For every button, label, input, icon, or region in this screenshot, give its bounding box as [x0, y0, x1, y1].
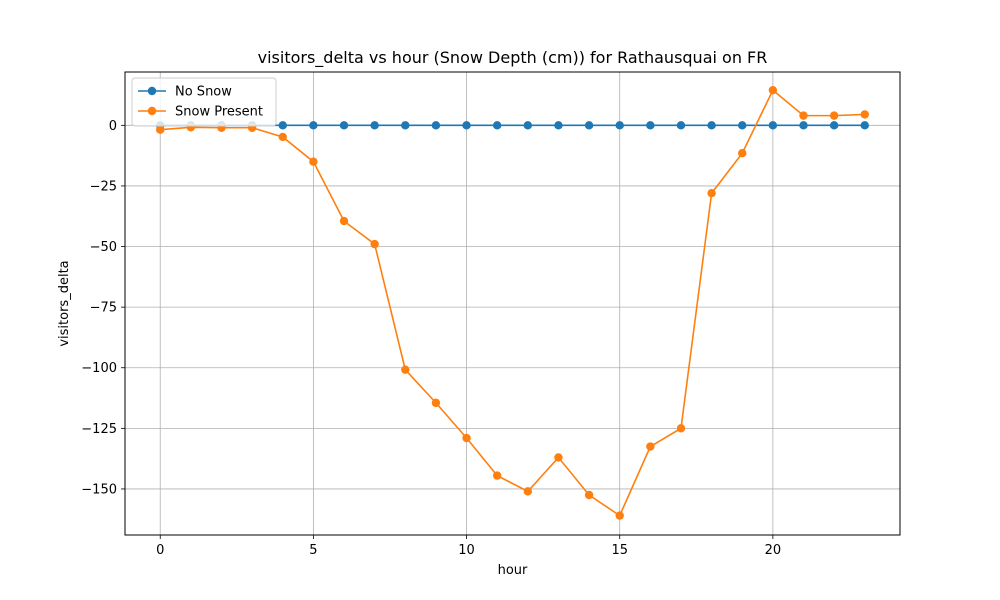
x-tick-label: 0	[156, 543, 164, 558]
x-tick-label: 5	[309, 543, 317, 558]
legend-item: No Snow	[138, 85, 232, 100]
data-point	[615, 511, 624, 520]
data-point	[523, 121, 533, 130]
x-axis-label: hour	[498, 563, 528, 578]
y-tick-label: −50	[90, 240, 117, 255]
data-point	[829, 111, 839, 120]
y-tick-label: 0	[109, 119, 117, 134]
data-point	[860, 121, 869, 130]
data-point	[431, 121, 441, 130]
data-point	[676, 424, 686, 433]
x-axis-ticks: 0 5 10 15 20	[156, 535, 781, 558]
data-point	[768, 121, 778, 130]
data-point	[646, 121, 655, 130]
data-point	[707, 189, 716, 198]
data-point	[768, 85, 778, 95]
data-point	[370, 121, 379, 130]
data-point	[799, 121, 808, 130]
data-point	[707, 121, 716, 130]
data-point	[156, 125, 165, 134]
data-point	[278, 132, 287, 142]
data-point	[829, 121, 839, 130]
series-1	[156, 85, 869, 520]
plot-frame	[124, 71, 901, 536]
data-point	[646, 442, 655, 451]
data-point	[615, 121, 624, 130]
data-point	[799, 111, 808, 120]
data-point	[339, 121, 349, 130]
data-point	[370, 239, 379, 249]
data-point	[676, 121, 686, 130]
data-point	[278, 121, 287, 130]
data-point	[431, 398, 441, 408]
data-point	[492, 121, 502, 130]
data-point	[309, 157, 318, 166]
data-point	[339, 216, 349, 226]
data-point	[554, 453, 563, 462]
y-tick-label: −100	[81, 361, 117, 376]
data-point	[738, 149, 747, 158]
data-point	[523, 487, 533, 496]
x-tick-label: 10	[458, 543, 475, 558]
data-point	[309, 121, 318, 130]
legend-label: No Snow	[175, 85, 232, 100]
y-tick-label: −125	[81, 422, 117, 437]
y-tick-label: −150	[81, 482, 117, 497]
data-point	[401, 365, 410, 374]
chart-title: visitors_delta vs hour (Snow Depth (cm))…	[258, 48, 768, 68]
data-point	[492, 471, 502, 480]
data-point	[738, 121, 747, 130]
y-axis-label: visitors_delta	[57, 260, 72, 346]
legend-label: Snow Present	[175, 105, 263, 120]
data-point	[584, 490, 594, 500]
y-tick-label: −25	[90, 179, 117, 194]
data-point	[462, 121, 471, 130]
x-tick-label: 15	[611, 543, 628, 558]
data-point	[462, 433, 471, 443]
data-point	[554, 121, 563, 130]
data-point	[401, 121, 410, 130]
legend: No Snow Snow Present	[131, 77, 277, 127]
data-point	[860, 110, 869, 119]
data-point	[584, 121, 594, 130]
legend-marker	[147, 106, 157, 116]
x-tick-label: 20	[765, 543, 782, 558]
grid	[125, 72, 900, 535]
legend-marker	[147, 86, 157, 96]
y-tick-label: −75	[90, 301, 117, 316]
y-axis-ticks: 0 −25 −50 −75 −100 −125 −150	[81, 119, 125, 497]
legend-box	[131, 77, 277, 127]
series-line	[160, 88, 865, 517]
series-layer	[156, 85, 869, 520]
legend-item: Snow Present	[138, 105, 263, 120]
